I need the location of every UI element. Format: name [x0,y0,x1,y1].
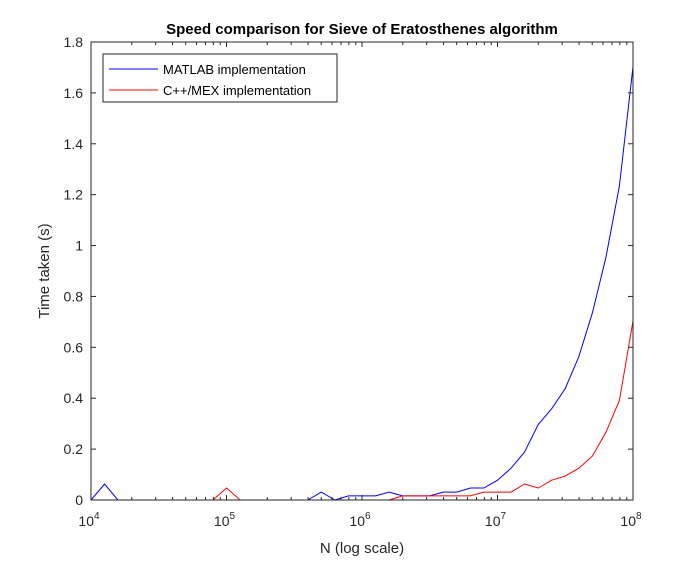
legend-label-matlab: MATLAB implementation [163,62,306,77]
x-tick-label: 106 [349,511,371,529]
ticks-layer: 0 0.2 0.4 0.6 0.8 1 1.2 1.4 1.6 1.8 104 105 106 107 10… [64,34,642,529]
legend: MATLAB implementation C++/MEX implementa… [102,53,338,103]
x-tick-label: 105 [214,511,236,529]
x-tick-label: 107 [485,511,507,529]
chart-title: Speed comparison for Sieve of Eratosthen… [166,21,558,38]
y-tick-label: 0.4 [64,390,84,406]
axes-box [90,41,634,501]
y-tick-label: 1 [75,238,83,254]
y-tick-label: 1.6 [64,85,84,101]
legend-box [102,53,338,103]
x-axis-label: N (log scale) [320,540,404,557]
y-tick-label: 0.6 [64,339,84,355]
y-tick-label: 0.8 [64,288,84,304]
y-tick-label: 1.8 [64,34,84,50]
y-tick-label: 1.2 [64,187,84,203]
legend-label-cpp-mex: C++/MEX implementation [163,83,311,98]
x-tick-label: 108 [620,511,642,529]
plot-area [91,42,633,500]
x-tick-label: 104 [78,511,100,529]
y-tick-label: 0 [75,492,83,508]
y-tick-label: 0.2 [64,441,84,457]
y-tick-label: 1.4 [64,136,84,152]
y-axis-label: Time taken (s) [36,223,53,318]
